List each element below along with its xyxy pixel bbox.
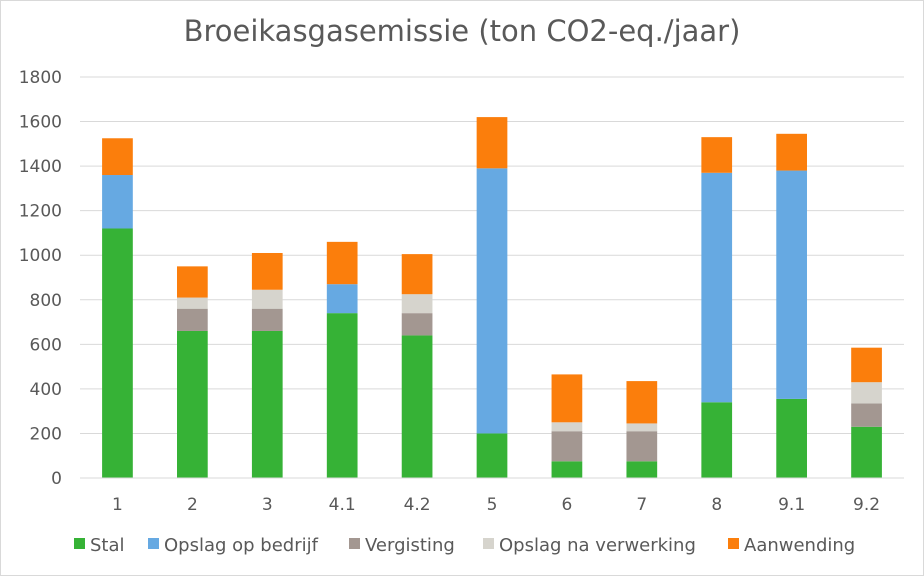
x-tick-label: 3 — [262, 495, 273, 515]
y-tick-label: 1600 — [19, 113, 62, 133]
y-tick-label: 0 — [51, 469, 62, 489]
bar-segment — [401, 335, 433, 478]
bar-segment — [177, 297, 208, 309]
bar-segment — [701, 402, 733, 478]
bar-segment — [177, 266, 208, 298]
bar-segment — [401, 294, 433, 314]
bar-segment — [251, 252, 283, 290]
chart-title: Broeikasgasemissie (ton CO2-eq./jaar) — [183, 14, 741, 48]
bar-segment — [102, 228, 133, 478]
bar-segment — [626, 381, 658, 424]
bar-segment — [476, 433, 508, 478]
legend-swatch — [74, 538, 85, 549]
bar-segment — [851, 347, 882, 383]
bar-segment — [551, 422, 583, 432]
bar-segment — [177, 330, 208, 478]
bar-segment — [401, 254, 433, 295]
bar-segment — [251, 330, 283, 478]
x-tick-label: 8 — [711, 495, 722, 515]
bar-segment — [776, 133, 807, 171]
x-tick-label: 7 — [636, 495, 647, 515]
bar-segment — [476, 168, 508, 434]
y-tick-label: 600 — [30, 335, 62, 355]
bar-segment — [476, 117, 508, 169]
legend-label: Opslag na verwerking — [499, 535, 696, 556]
legend-swatch — [728, 538, 739, 549]
x-tick-label: 2 — [187, 495, 198, 515]
bar-segment — [851, 382, 882, 404]
x-tick-label: 1 — [112, 495, 123, 515]
bar-segment — [551, 461, 583, 478]
x-tick-label: 6 — [561, 495, 572, 515]
bar-segment — [177, 308, 208, 331]
legend-label: Opslag op bedrijf — [164, 535, 319, 556]
x-tick-label: 9.2 — [853, 495, 880, 515]
x-tick-label: 4.2 — [404, 495, 431, 515]
bar-segment — [326, 313, 358, 478]
y-axis-ticks: 0 200 400 600 800 1000 1200 1400 1600 1800 — [19, 68, 62, 489]
legend-label: Vergisting — [365, 535, 455, 556]
bar-segment — [102, 138, 133, 176]
legend-swatch — [483, 538, 494, 549]
x-tick-label: 5 — [487, 495, 498, 515]
y-tick-label: 1200 — [19, 202, 62, 222]
x-tick-label: 9.1 — [778, 495, 805, 515]
y-tick-label: 800 — [30, 291, 62, 311]
bar-segment — [626, 461, 658, 478]
bar-segment — [326, 284, 358, 314]
y-tick-label: 200 — [30, 424, 62, 444]
bar-segment — [326, 241, 358, 285]
x-tick-label: 4.1 — [329, 495, 356, 515]
bar-segment — [776, 398, 807, 478]
bar-segment — [551, 431, 583, 462]
x-axis-ticks: 1 2 3 4.1 4.2 5 6 7 8 9.1 9.2 — [112, 495, 880, 515]
bar-segment — [626, 431, 658, 462]
bar-segment — [626, 423, 658, 432]
bar-segment — [851, 426, 882, 478]
y-tick-label: 1400 — [19, 157, 62, 177]
legend-swatch — [148, 538, 159, 549]
legend-label: Aanwending — [744, 535, 855, 556]
y-tick-label: 1800 — [19, 68, 62, 88]
bar-segment — [701, 137, 733, 173]
bar-segment — [776, 170, 807, 399]
bar-segment — [401, 313, 433, 336]
bar-segment — [551, 374, 583, 423]
y-tick-label: 1000 — [19, 246, 62, 266]
legend-swatch — [349, 538, 360, 549]
bar-segment — [701, 172, 733, 403]
bar-segment — [851, 403, 882, 427]
legend-label: Stal — [90, 535, 125, 556]
bar-segment — [102, 175, 133, 229]
bar-segment — [251, 308, 283, 331]
bar-segment — [251, 289, 283, 309]
bars — [102, 117, 882, 478]
legend: Stal Opslag op bedrijf Vergisting Opslag na… — [74, 535, 855, 556]
y-tick-label: 400 — [30, 380, 62, 400]
